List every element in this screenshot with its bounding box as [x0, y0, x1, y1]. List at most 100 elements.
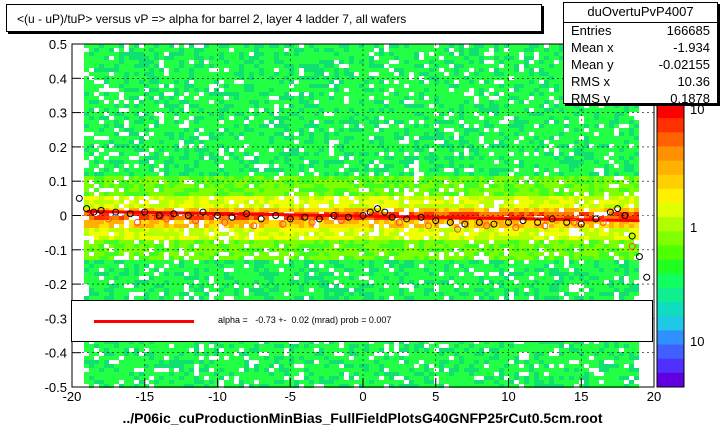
- heatmap-cell: [159, 196, 164, 200]
- heatmap-cell: [119, 216, 124, 220]
- heatmap-cell: [374, 380, 379, 384]
- heatmap-cell: [349, 172, 354, 176]
- heatmap-cell: [184, 132, 189, 136]
- heatmap-cell: [449, 44, 454, 48]
- heatmap-cell: [394, 264, 399, 268]
- heatmap-cell: [324, 376, 329, 380]
- heatmap-cell: [119, 124, 124, 128]
- heatmap-cell: [179, 260, 184, 264]
- heatmap-cell: [114, 228, 119, 232]
- heatmap-cell: [339, 288, 344, 292]
- heatmap-cell: [209, 184, 214, 188]
- heatmap-cell: [294, 144, 299, 148]
- heatmap-cell: [149, 68, 154, 72]
- heatmap-cell: [349, 236, 354, 240]
- heatmap-cell: [439, 48, 444, 52]
- heatmap-cell: [389, 372, 394, 376]
- heatmap-cell: [109, 252, 114, 256]
- heatmap-cell: [114, 376, 119, 380]
- heatmap-cell: [344, 48, 349, 52]
- heatmap-cell: [234, 256, 239, 260]
- heatmap-cell: [84, 148, 89, 152]
- heatmap-cell: [184, 48, 189, 52]
- heatmap-cell: [89, 344, 94, 348]
- heatmap-cell: [164, 344, 169, 348]
- heatmap-cell: [159, 188, 164, 192]
- heatmap-cell: [204, 296, 209, 300]
- heatmap-cell: [159, 168, 164, 172]
- heatmap-cell: [434, 132, 439, 136]
- heatmap-cell: [249, 220, 254, 224]
- heatmap-cell: [349, 240, 354, 244]
- heatmap-cell: [134, 284, 139, 288]
- heatmap-cell: [454, 92, 459, 96]
- heatmap-cell: [169, 68, 174, 72]
- heatmap-cell: [289, 120, 294, 124]
- heatmap-cell: [414, 284, 419, 288]
- heatmap-cell: [224, 204, 229, 208]
- heatmap-cell: [269, 140, 274, 144]
- heatmap-cell: [119, 156, 124, 160]
- heatmap-cell: [229, 348, 234, 352]
- heatmap-cell: [129, 368, 134, 372]
- heatmap-cell: [309, 344, 314, 348]
- heatmap-cell: [454, 292, 459, 296]
- heatmap-cell: [359, 140, 364, 144]
- heatmap-cell: [279, 100, 284, 104]
- heatmap-cell: [414, 116, 419, 120]
- heatmap-cell: [279, 160, 284, 164]
- heatmap-cell: [314, 68, 319, 72]
- heatmap-cell: [299, 220, 304, 224]
- heatmap-cell: [279, 288, 284, 292]
- heatmap-cell: [384, 268, 389, 272]
- heatmap-cell: [179, 380, 184, 384]
- heatmap-cell: [229, 244, 234, 248]
- heatmap-cell: [104, 164, 109, 168]
- heatmap-cell: [394, 360, 399, 364]
- heatmap-cell: [169, 44, 174, 48]
- heatmap-cell: [224, 248, 229, 252]
- heatmap-cell: [169, 148, 174, 152]
- heatmap-cell: [179, 92, 184, 96]
- heatmap-cell: [119, 160, 124, 164]
- heatmap-cell: [439, 64, 444, 68]
- heatmap-cell: [359, 240, 364, 244]
- heatmap-cell: [204, 252, 209, 256]
- heatmap-cell: [114, 356, 119, 360]
- heatmap-cell: [434, 212, 439, 216]
- heatmap-cell: [399, 348, 404, 352]
- heatmap-cell: [269, 72, 274, 76]
- heatmap-cell: [99, 60, 104, 64]
- heatmap-cell: [329, 264, 334, 268]
- heatmap-cell: [194, 64, 199, 68]
- heatmap-cell: [194, 252, 199, 256]
- heatmap-cell: [249, 296, 254, 300]
- heatmap-cell: [149, 360, 154, 364]
- heatmap-cell: [354, 340, 359, 344]
- heatmap-cell: [164, 100, 169, 104]
- heatmap-cell: [414, 184, 419, 188]
- heatmap-cell: [189, 196, 194, 200]
- heatmap-cell: [294, 120, 299, 124]
- heatmap-cell: [444, 56, 449, 60]
- heatmap-cell: [344, 180, 349, 184]
- heatmap-cell: [94, 64, 99, 68]
- heatmap-cell: [319, 84, 324, 88]
- heatmap-cell: [309, 376, 314, 380]
- heatmap-cell: [329, 160, 334, 164]
- heatmap-cell: [149, 180, 154, 184]
- heatmap-cell: [184, 208, 189, 212]
- heatmap-cell: [374, 164, 379, 168]
- heatmap-cell: [169, 184, 174, 188]
- heatmap-cell: [164, 380, 169, 384]
- heatmap-cell: [209, 140, 214, 144]
- heatmap-cell: [399, 164, 404, 168]
- heatmap-cell: [214, 280, 219, 284]
- heatmap-cell: [169, 364, 174, 368]
- heatmap-cell: [154, 68, 159, 72]
- heatmap-cell: [224, 120, 229, 124]
- heatmap-cell: [454, 380, 459, 384]
- heatmap-cell: [454, 44, 459, 48]
- heatmap-cell: [234, 252, 239, 256]
- heatmap-cell: [274, 124, 279, 128]
